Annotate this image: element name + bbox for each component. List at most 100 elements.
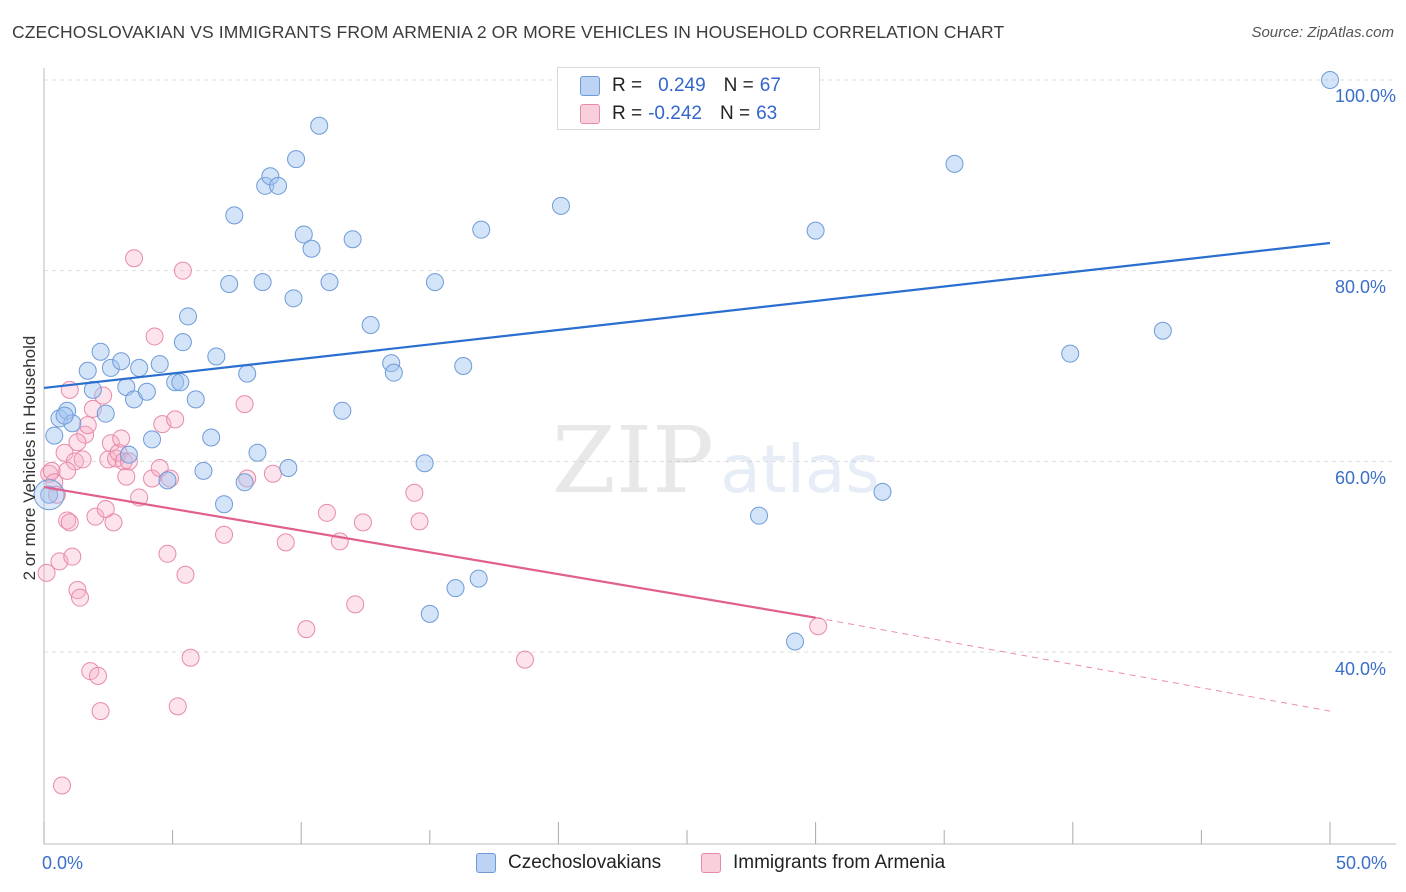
armenia-point [158, 544, 177, 563]
czechoslovakian-point [202, 428, 221, 447]
legend-swatch-blue [580, 76, 600, 96]
czechoslovakian-point [215, 495, 234, 514]
armenia-point [317, 503, 336, 522]
legend-r-label: R = [612, 75, 643, 96]
armenia-point [86, 507, 105, 526]
armenia-point [68, 433, 87, 452]
czechoslovakian-point [119, 445, 138, 464]
czechoslovakian-point [786, 632, 805, 651]
bottom-legend-label: Immigrants from Armenia [733, 852, 946, 873]
czechoslovakian-point [78, 361, 97, 380]
czechoslovakian-point [158, 471, 177, 490]
czechoslovakian-trend-line [43, 241, 1331, 390]
czechoslovakian-point [873, 482, 892, 501]
czechoslovakian-point [945, 154, 964, 173]
czechoslovakian-point [207, 347, 226, 366]
armenia-point [104, 513, 123, 532]
watermark-zip: ZIP [552, 407, 714, 514]
armenia-point [65, 452, 84, 471]
legend-row-czechoslovakians: R = 0.249 N = 67 [580, 73, 781, 99]
czechoslovakian-point [194, 461, 213, 480]
czechoslovakian-point [1061, 344, 1080, 363]
correlation-legend: R = 0.249 N = 67 R = -0.242 N = 63 [557, 67, 820, 130]
czechoslovakian-point [333, 401, 352, 420]
armenia-point [353, 513, 372, 532]
armenia-point [112, 429, 131, 448]
y-tick-label-100: 100.0% [1335, 86, 1397, 106]
czechoslovakian-point [384, 363, 403, 382]
czechoslovakian-point [150, 355, 169, 374]
armenia-point [117, 467, 136, 486]
czechoslovakian-point [343, 230, 362, 249]
czechoslovakian-point [238, 364, 257, 383]
armenia-point [73, 450, 92, 469]
czechoslovakian-point [248, 443, 267, 462]
armenia-point [37, 563, 56, 582]
czechoslovakian-point [225, 206, 244, 225]
armenia-point [410, 512, 429, 531]
czechoslovakian-point [112, 352, 131, 371]
czechoslovakian-point [750, 506, 769, 525]
czechoslovakian-point [137, 382, 156, 401]
czechoslovakian-point [551, 196, 570, 215]
armenia-point [515, 650, 534, 669]
legend-n-label: N = [723, 75, 754, 96]
x-tick-label-max: 50.0% [1336, 853, 1388, 873]
czechoslovakian-point [220, 275, 239, 294]
armenia-point [60, 513, 79, 532]
watermark: ZIP atlas [552, 407, 880, 514]
czechoslovakian-point [472, 220, 491, 239]
czechoslovakian-point [469, 569, 488, 588]
armenia-point [215, 525, 234, 544]
legend-n-value: 63 [756, 103, 778, 124]
legend-r-label: R = [612, 103, 643, 124]
legend-r-value: 0.249 [658, 75, 706, 96]
armenia-point [96, 500, 115, 518]
czechoslovakian-point [310, 116, 329, 135]
czechoslovakian-point [130, 358, 149, 377]
czechoslovakian-point [256, 176, 275, 195]
czechoslovakian-point [425, 273, 444, 292]
armenia-point [78, 416, 97, 435]
czechoslovakian-point [96, 404, 115, 423]
armenia-point [71, 588, 90, 607]
bottom-legend-label: Czechoslovakians [508, 852, 662, 873]
armenia-point [297, 620, 316, 639]
czechoslovakian-point [101, 358, 120, 377]
armenia-point [235, 395, 254, 414]
y-axis-title: 2 or more Vehicles in Household [20, 335, 39, 581]
czechoslovakian-point [171, 373, 190, 392]
bottom-legend-armenia: Immigrants from Armenia [701, 852, 945, 874]
armenia-point [161, 469, 180, 488]
czechoslovakian-point [63, 414, 82, 433]
armenia-point [166, 410, 185, 429]
legend-n-label: N = [719, 103, 751, 124]
czechoslovakian-point [361, 316, 380, 335]
y-tick-label-60: 60.0% [1335, 468, 1387, 488]
armenia-point [168, 697, 187, 716]
legend-row-armenia: R = -0.242 N = 63 [580, 101, 777, 127]
czechoslovakian-cluster-point [33, 479, 65, 511]
czechoslovakian-point [45, 426, 64, 445]
armenia-point [63, 547, 82, 566]
source-label: Source: ZipAtlas.com [1251, 24, 1394, 41]
czechoslovakian-point [287, 150, 306, 169]
legend-r-value: -0.242 [648, 103, 702, 124]
czechoslovakian-point [253, 273, 272, 292]
legend-n-value: 67 [759, 75, 781, 96]
armenia-point [58, 511, 77, 530]
series-czechoslovakians [33, 71, 1339, 651]
czechoslovakian-point [1153, 321, 1172, 340]
armenia-point [94, 386, 113, 405]
watermark-atlas: atlas [720, 431, 880, 508]
czechoslovakian-point [269, 176, 288, 195]
czechoslovakian-point [173, 333, 192, 352]
czechoslovakian-point [1321, 71, 1339, 89]
czechoslovakian-point [446, 579, 465, 598]
axes [43, 68, 1396, 845]
x-tick-label-min: 0.0% [42, 853, 84, 873]
czechoslovakian-point [186, 390, 205, 409]
czechoslovakian-point [143, 430, 162, 449]
armenia-point [89, 666, 108, 685]
